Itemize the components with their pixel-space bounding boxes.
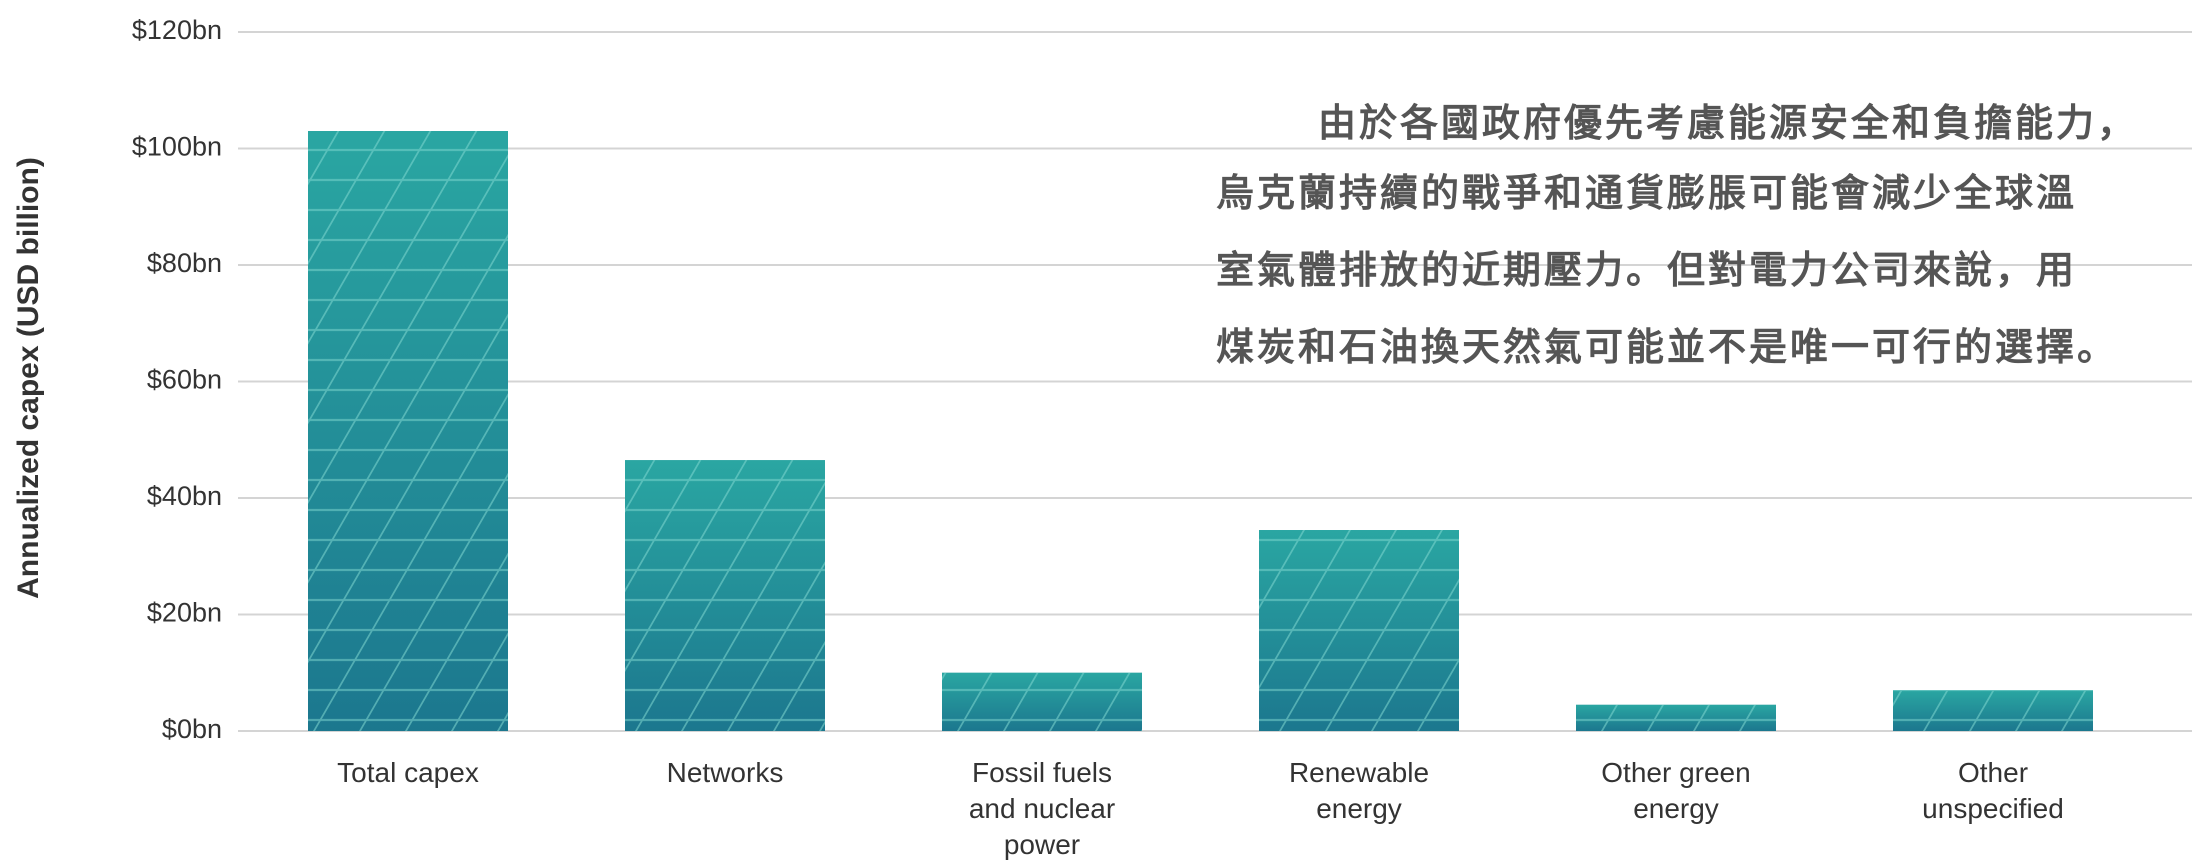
y-tick-label: $20bn	[147, 598, 222, 628]
x-tick-label: Other green energy	[1601, 757, 1751, 824]
y-tick-label: $0bn	[162, 714, 222, 744]
bar-panels	[1893, 690, 2093, 731]
annotation-line: 烏克蘭持續的戰爭和通貨膨脹可能會減少全球溫	[1216, 172, 2077, 215]
y-tick-label: $40bn	[147, 481, 222, 511]
x-tick-label: Other unspecified	[1922, 757, 2064, 824]
y-tick-label: $100bn	[132, 132, 222, 162]
bar-panels	[1259, 530, 1459, 731]
y-tick-label: $120bn	[132, 15, 222, 45]
y-tick-label: $60bn	[147, 365, 222, 395]
bar-panels	[1576, 704, 1776, 731]
x-tick-label: Networks	[666, 757, 784, 788]
bar-panels	[308, 131, 508, 731]
x-tick-label: Renewable energy	[1288, 757, 1430, 824]
y-axis-label: Annualized capex (USD billion)	[12, 157, 45, 599]
annotation-line: 由於各國政府優先考慮能源安全和負擔能力，	[1318, 102, 2138, 145]
bar-panels	[625, 460, 825, 731]
x-tick-label: Fossil fuels and nuclear power	[968, 757, 1116, 860]
annotation-line: 煤炭和石油換天然氣可能並不是唯一可行的選擇。	[1216, 327, 2118, 369]
annotation-line: 室氣體排放的近期壓力。但對電力公司來說，用	[1216, 249, 2077, 292]
bar-panels	[942, 672, 1142, 731]
x-tick-label: Total capex	[337, 757, 479, 788]
y-tick-label: $80bn	[147, 248, 222, 278]
